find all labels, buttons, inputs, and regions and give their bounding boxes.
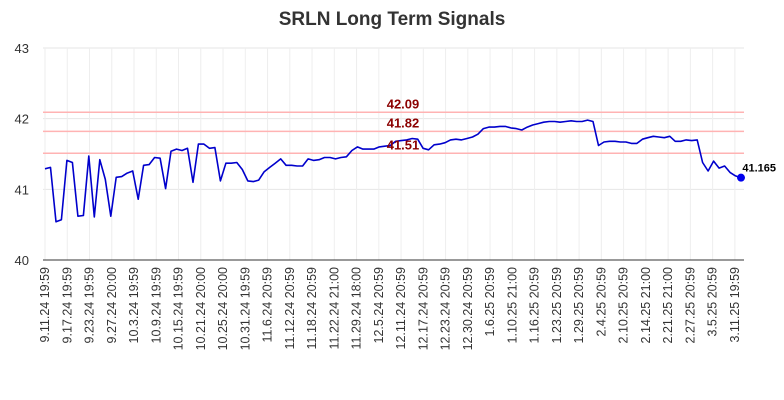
y-tick-label: 42	[15, 112, 29, 127]
x-tick-label: 10.25.24 20:00	[216, 267, 230, 350]
signal-label: 41.51	[387, 137, 420, 152]
x-tick-label: 11.12.24 20:59	[283, 267, 297, 350]
x-tick-label: 1.16.25 20:59	[528, 267, 542, 344]
x-tick-label: 12.30.24 20:59	[461, 267, 475, 350]
signal-lines	[43, 111, 744, 155]
signal-label: 41.82	[387, 115, 420, 130]
signal-labels: 41.165 42.09 41.82 41.51	[387, 96, 776, 174]
price-series	[44, 119, 745, 223]
x-tick-label: 9.17.24 19:59	[60, 267, 74, 344]
y-tick-label: 43	[15, 41, 29, 56]
x-tick-label: 12.11.24 20:59	[394, 267, 408, 350]
x-tick-label: 10.21.24 20:00	[194, 267, 208, 350]
x-tick-label: 11.6.24 20:59	[261, 267, 275, 343]
x-tick-label: 12.5.24 20:59	[372, 267, 386, 344]
y-tick-label: 41	[15, 182, 29, 197]
x-tick-label: 2.10.25 20:59	[617, 267, 631, 344]
x-tick-label: 3.5.25 20:59	[706, 267, 720, 337]
signal-label: 42.09	[387, 96, 420, 111]
x-tick-label: 12.23.24 20:59	[439, 267, 453, 350]
x-tick-label: 10.31.24 19:59	[238, 267, 252, 350]
price-line	[44, 119, 742, 223]
x-tick-label: 9.23.24 19:59	[83, 267, 97, 344]
x-tick-label: 9.11.24 19:59	[38, 267, 52, 343]
last-value-label: 41.165	[742, 163, 776, 175]
x-tick-label: 10.3.24 19:59	[127, 267, 141, 344]
x-tick-label: 11.18.24 20:59	[305, 267, 319, 350]
y-tick-label: 40	[15, 253, 29, 268]
x-tick-label: 2.14.25 21:00	[639, 267, 653, 344]
x-tick-label: 10.15.24 19:59	[172, 267, 186, 350]
x-tick-label: 2.4.25 20:59	[594, 267, 608, 337]
y-axis: 40 41 42 43	[15, 41, 29, 268]
x-tick-label: 9.27.24 20:00	[105, 267, 119, 344]
x-axis: 9.11.24 19:59 9.17.24 19:59 9.23.24 19:59 9…	[38, 259, 744, 350]
x-tick-label: 1.23.25 20:59	[550, 267, 564, 344]
x-tick-label: 3.11.25 19:59	[728, 267, 742, 343]
x-tick-label: 1.10.25 21:00	[505, 267, 519, 344]
x-tick-label: 1.6.25 20:59	[483, 267, 497, 337]
chart-title: SRLN Long Term Signals	[279, 9, 506, 30]
x-tick-label: 11.29.24 18:00	[350, 267, 364, 350]
x-tick-label: 12.17.24 20:59	[416, 267, 430, 350]
last-point-marker	[737, 173, 745, 182]
x-tick-label: 11.22.24 21:00	[327, 267, 341, 350]
x-tick-label: 10.9.24 19:59	[149, 267, 163, 344]
x-tick-label: 2.21.25 21:00	[661, 267, 675, 344]
x-tick-label: 1.29.25 20:59	[572, 267, 586, 344]
x-tick-label: 2.27.25 20:59	[683, 267, 697, 344]
